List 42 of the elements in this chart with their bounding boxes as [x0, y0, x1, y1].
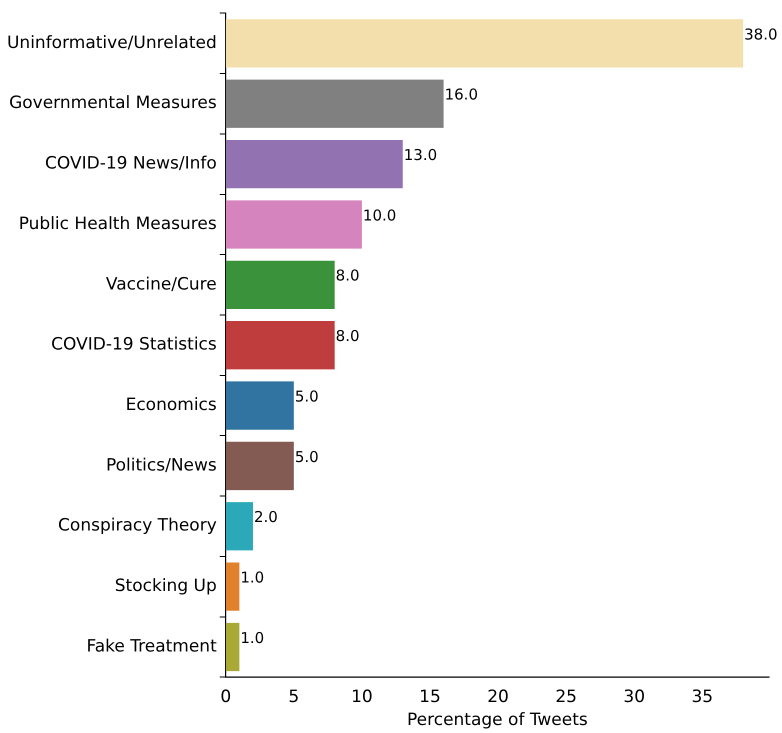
data-label: 38.0 — [744, 25, 778, 44]
y-tick-label: COVID-19 Statistics — [51, 334, 217, 355]
data-label: 1.0 — [240, 568, 264, 587]
y-tick-label: Economics — [126, 394, 217, 415]
x-tick-label: 10 — [351, 686, 373, 707]
bar — [226, 140, 403, 188]
x-tick-label: 5 — [288, 686, 300, 707]
x-tick-label: 0 — [220, 686, 232, 707]
x-tick-label: 15 — [419, 686, 441, 707]
bar — [226, 381, 294, 430]
bar — [226, 622, 240, 672]
y-tick-label: Governmental Measures — [9, 93, 217, 114]
data-label: 8.0 — [336, 266, 360, 285]
bar — [226, 321, 335, 370]
data-label: 1.0 — [240, 628, 264, 647]
x-tick-label: 35 — [691, 686, 714, 707]
data-label: 5.0 — [294, 448, 319, 466]
data-label: 10.0 — [362, 206, 396, 224]
bar — [226, 19, 744, 68]
bar — [226, 80, 444, 128]
y-tick-label: Stocking Up — [114, 576, 217, 596]
y-tick-label: Uninformative/Unrelated — [6, 32, 217, 53]
x-tick-label: 20 — [487, 686, 509, 707]
y-tick-label: Politics/News — [106, 455, 217, 476]
y-tick-label: Conspiracy Theory — [58, 516, 217, 536]
data-label: 13.0 — [404, 146, 438, 164]
bar — [226, 200, 362, 249]
data-label: 2.0 — [254, 508, 278, 526]
x-tick-label: 30 — [623, 686, 646, 707]
data-label: 5.0 — [294, 387, 319, 406]
bar — [226, 260, 335, 309]
y-tick-label: Vaccine/Cure — [106, 274, 217, 294]
y-tick-label: COVID-19 News/Info — [45, 154, 217, 174]
x-tick-label: 25 — [555, 686, 577, 707]
data-label: 16.0 — [444, 86, 478, 104]
y-tick-label: Public Health Measures — [18, 214, 217, 234]
x-axis-title: Percentage of Tweets — [407, 710, 588, 730]
bar — [226, 442, 294, 490]
bar — [226, 562, 240, 611]
data-label: 8.0 — [336, 327, 360, 346]
y-tick-label: Fake Treatment — [86, 636, 218, 656]
bar — [226, 502, 253, 550]
